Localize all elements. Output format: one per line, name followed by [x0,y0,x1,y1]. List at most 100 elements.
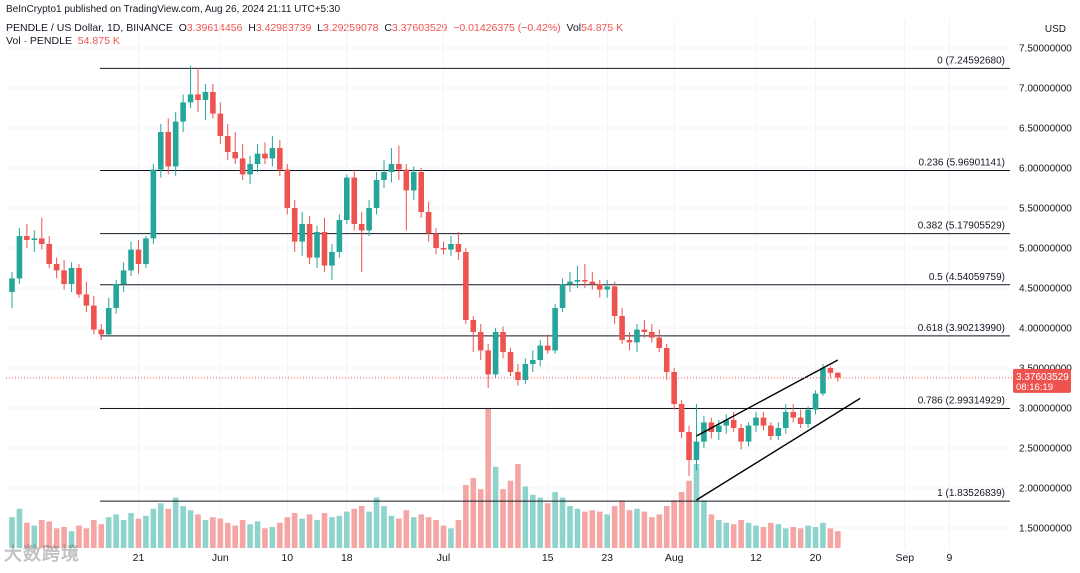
price-tick-label: 6.00000000 [1019,164,1072,175]
currency-label: USD [1044,24,1066,35]
volume-bar [224,522,231,548]
volume-bar [760,527,767,548]
volume-bar [165,508,172,548]
candle-body [544,345,551,351]
candle-body [403,169,410,191]
candle-body [708,422,715,432]
candle-body [574,280,581,282]
volume-bar [775,524,782,548]
fib-level-label: 1 (1.83526839) [937,488,1005,499]
volume-bar [187,510,194,548]
price-tick-label: 7.00000000 [1019,84,1072,95]
price-tick-label: 6.50000000 [1019,124,1072,135]
volume-bar [366,511,372,548]
channel-upper-line [696,359,839,437]
candle-body [760,417,767,426]
volume-bar [351,508,358,548]
volume-bar [604,514,610,548]
volume-bar [440,525,447,548]
candle-body [232,152,238,159]
symbol-label[interactable]: PENDLE / US Dollar, 1D, BINANCE [6,22,173,34]
volume-bar [210,517,216,548]
candle-body [418,172,424,212]
channel-lower-line [696,397,861,501]
volume-bar [619,500,625,548]
candle-body [463,252,469,320]
volume-bar [611,506,618,548]
price-tick-label: 2.00000000 [1019,484,1072,495]
volume-bar [723,522,730,548]
price-tick-label: 2.50000000 [1019,444,1072,455]
publisher-line: BeInCrypto1 published on TradingView.com… [6,4,341,15]
candle-body [552,308,558,351]
candle-body [61,270,67,284]
volume-bar [448,528,454,548]
volume-bar [68,531,75,548]
vol-label: Vol [566,22,582,34]
candle-body [172,121,179,167]
volume-bar [701,500,707,548]
volume-bar [291,513,298,548]
volume-bar [217,518,224,548]
candlestick-series [9,65,841,476]
candle-body [805,409,811,424]
volume-bar [470,478,477,548]
volume-indicator-value: 54.875 K [77,35,120,47]
candle-body [366,208,372,231]
ascending-channel [696,359,861,501]
volume-bar [388,515,395,548]
candle-body [31,238,38,240]
candle-body [589,281,596,284]
current-price-value: 3.37603529 [1016,372,1069,383]
volume-bar [16,508,23,548]
time-tick-label: Jun [212,552,229,564]
candle-body [678,404,685,432]
candle-body [262,153,268,159]
candle-body [641,329,648,332]
candle-body [158,132,164,170]
volume-indicator-line[interactable]: Vol · PENDLE 54.875 K [6,35,120,47]
volume-bar [433,520,439,548]
candle-body [492,332,499,375]
candle-body [217,113,224,136]
candle-body [329,252,335,266]
volume-bar [559,497,566,548]
volume-bar [143,515,149,548]
candle-body [790,412,796,418]
candle-body [321,232,328,266]
candle-body [46,244,52,264]
candle-body [195,94,201,100]
candle-body [24,236,30,240]
candle-body [745,425,752,442]
fibonacci-retracement: 0 (7.24592680) 0.236 (5.96901141) 0.382 (5… [100,55,1010,502]
candle-body [455,244,462,252]
volume-bar [678,492,685,548]
volume-bar [329,517,335,548]
price-tick-label: 7.50000000 [1019,44,1072,55]
volume-bar [686,480,692,548]
candle-body [477,332,484,351]
candle-body [500,332,506,352]
volume-bar [716,520,722,548]
candle-body [619,316,625,340]
candle-body [381,172,387,180]
candle-body [396,164,402,170]
volume-bar [195,514,201,548]
time-tick-label: Aug [665,552,684,564]
candle-body [797,417,804,424]
time-tick-label: 23 [601,552,613,564]
volume-bar [46,521,52,548]
volume-bar [745,522,752,548]
volume-bar [567,506,573,548]
volume-bar [515,464,521,548]
candle-body [150,169,157,239]
volume-bar [663,506,670,548]
fib-level-label: 0.618 (3.90213990) [918,323,1005,334]
volume-bar [158,503,164,548]
volume-bar [180,506,186,548]
volume-bar [403,510,410,548]
volume-bar [61,527,67,548]
volume-bar [381,506,387,548]
volume-bar [262,528,268,548]
